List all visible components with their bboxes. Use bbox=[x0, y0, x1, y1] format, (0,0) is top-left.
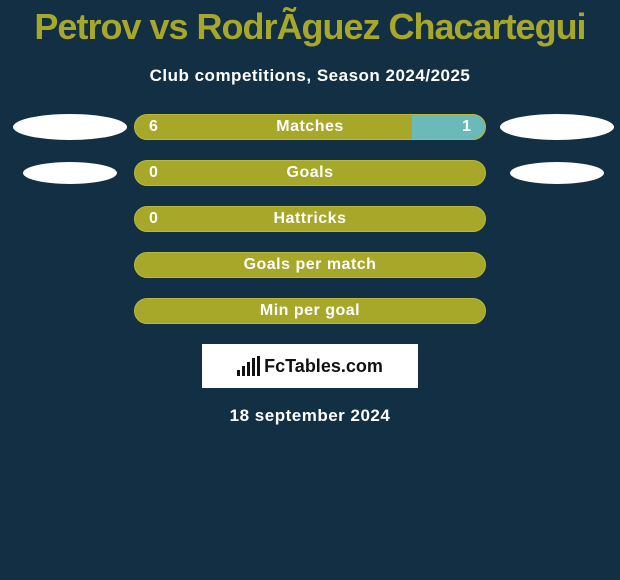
player-right-marker bbox=[510, 162, 604, 184]
season-subtitle: Club competitions, Season 2024/2025 bbox=[0, 66, 620, 86]
stat-row: Goals per match bbox=[6, 252, 614, 278]
stat-row: Goals0 bbox=[6, 160, 614, 186]
stat-row: Hattricks0 bbox=[6, 206, 614, 232]
player-right-marker bbox=[500, 114, 614, 140]
stat-bar: Min per goal bbox=[134, 298, 486, 324]
comparison-title: Petrov vs RodrÃ­guez Chacartegui bbox=[0, 0, 620, 48]
stat-bar: Matches6 1 bbox=[134, 114, 486, 140]
logo-text: FcTables.com bbox=[264, 356, 383, 377]
player-left-marker bbox=[13, 114, 127, 140]
stat-label: Hattricks bbox=[135, 210, 485, 228]
stat-bar: Goals per match bbox=[134, 252, 486, 278]
stat-value-right: 1 bbox=[462, 118, 471, 136]
stat-value-left: 0 bbox=[149, 210, 158, 228]
stat-row: Matches6 1 bbox=[6, 114, 614, 140]
date-line: 18 september 2024 bbox=[0, 406, 620, 426]
stat-bar: Hattricks0 bbox=[134, 206, 486, 232]
stat-row: Min per goal bbox=[6, 298, 614, 324]
stats-area: Matches61Goals0Hattricks0Goals per match… bbox=[0, 114, 620, 324]
player-left-marker bbox=[23, 162, 117, 184]
stat-label: Goals per match bbox=[135, 256, 485, 274]
stat-value-left: 0 bbox=[149, 164, 158, 182]
stat-value-left: 6 bbox=[149, 118, 158, 136]
fctables-logo: FcTables.com bbox=[202, 344, 418, 388]
stat-label: Goals bbox=[135, 164, 485, 182]
bar-chart-icon bbox=[237, 356, 260, 376]
stat-label: Matches bbox=[135, 118, 485, 136]
stat-label: Min per goal bbox=[135, 302, 485, 320]
stat-bar: Goals0 bbox=[134, 160, 486, 186]
